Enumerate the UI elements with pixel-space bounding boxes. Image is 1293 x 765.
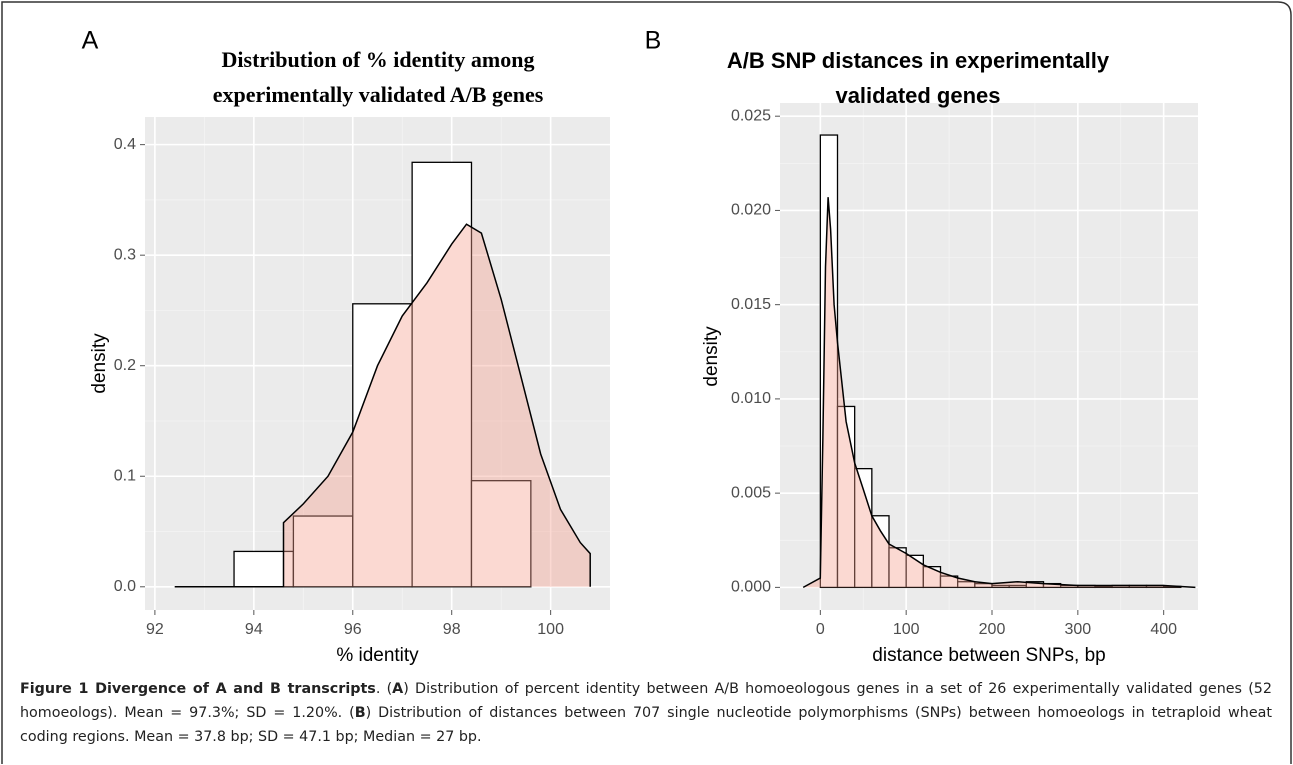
histogram-bar (292, 515, 354, 588)
x-axis-label: % identity (336, 645, 419, 666)
caption-text: Figure 1 Divergence of A and B transcrip… (20, 681, 376, 697)
caption: Figure 1 Divergence of A and B transcrip… (20, 677, 1272, 749)
y-tick-label: 0.020 (731, 202, 771, 219)
x-tick-label: 94 (245, 621, 263, 638)
histogram-bar (352, 303, 413, 588)
x-axis-label: distance between SNPs, bp (872, 645, 1105, 666)
panel-label: B (645, 27, 662, 55)
x-tick-label: 96 (344, 621, 362, 638)
caption-text: ) Distribution of distances between 707 … (20, 705, 1272, 745)
y-tick-label: 0.010 (731, 390, 771, 407)
y-tick-label: 0.1 (114, 467, 136, 484)
y-axis-label: density (89, 333, 110, 394)
x-tick-label: 400 (1150, 621, 1177, 638)
chart-title: validated genes (835, 83, 1000, 108)
y-tick-label: 0.4 (114, 136, 136, 153)
x-tick-label: 200 (979, 621, 1006, 638)
y-tick-label: 0.005 (731, 484, 771, 501)
chart-title: experimentally validated A/B genes (213, 82, 544, 107)
caption-text: B (354, 705, 366, 721)
x-tick-label: 300 (1064, 621, 1091, 638)
y-tick-label: 0.0 (114, 578, 136, 595)
histogram-bar (411, 161, 473, 588)
caption-text: . ( (375, 681, 393, 697)
x-tick-label: 92 (146, 621, 164, 638)
panel-label: A (82, 27, 99, 55)
density-area (174, 224, 591, 587)
caption-text: ) Distribution of percent identity betwe… (20, 681, 1273, 721)
y-axis-label: density (701, 326, 722, 387)
caption-text: A (392, 681, 404, 697)
x-tick-label: 100 (537, 621, 564, 638)
chart-title: A/B SNP distances in experimentally (727, 48, 1110, 73)
y-tick-label: 0.000 (731, 579, 771, 596)
histogram-bar (470, 480, 532, 588)
y-tick-label: 0.2 (114, 357, 136, 374)
density-line (802, 197, 1196, 589)
y-tick-label: 0.3 (114, 246, 136, 263)
x-tick-label: 98 (443, 621, 461, 638)
x-tick-label: 100 (893, 621, 920, 638)
y-tick-label: 0.025 (731, 107, 771, 124)
density-line (174, 223, 591, 588)
chart-title: Distribution of % identity among (222, 47, 535, 72)
x-tick-label: 0 (816, 621, 825, 638)
y-tick-label: 0.015 (731, 296, 771, 313)
density-area (803, 197, 1196, 588)
histogram-bar (819, 134, 839, 589)
